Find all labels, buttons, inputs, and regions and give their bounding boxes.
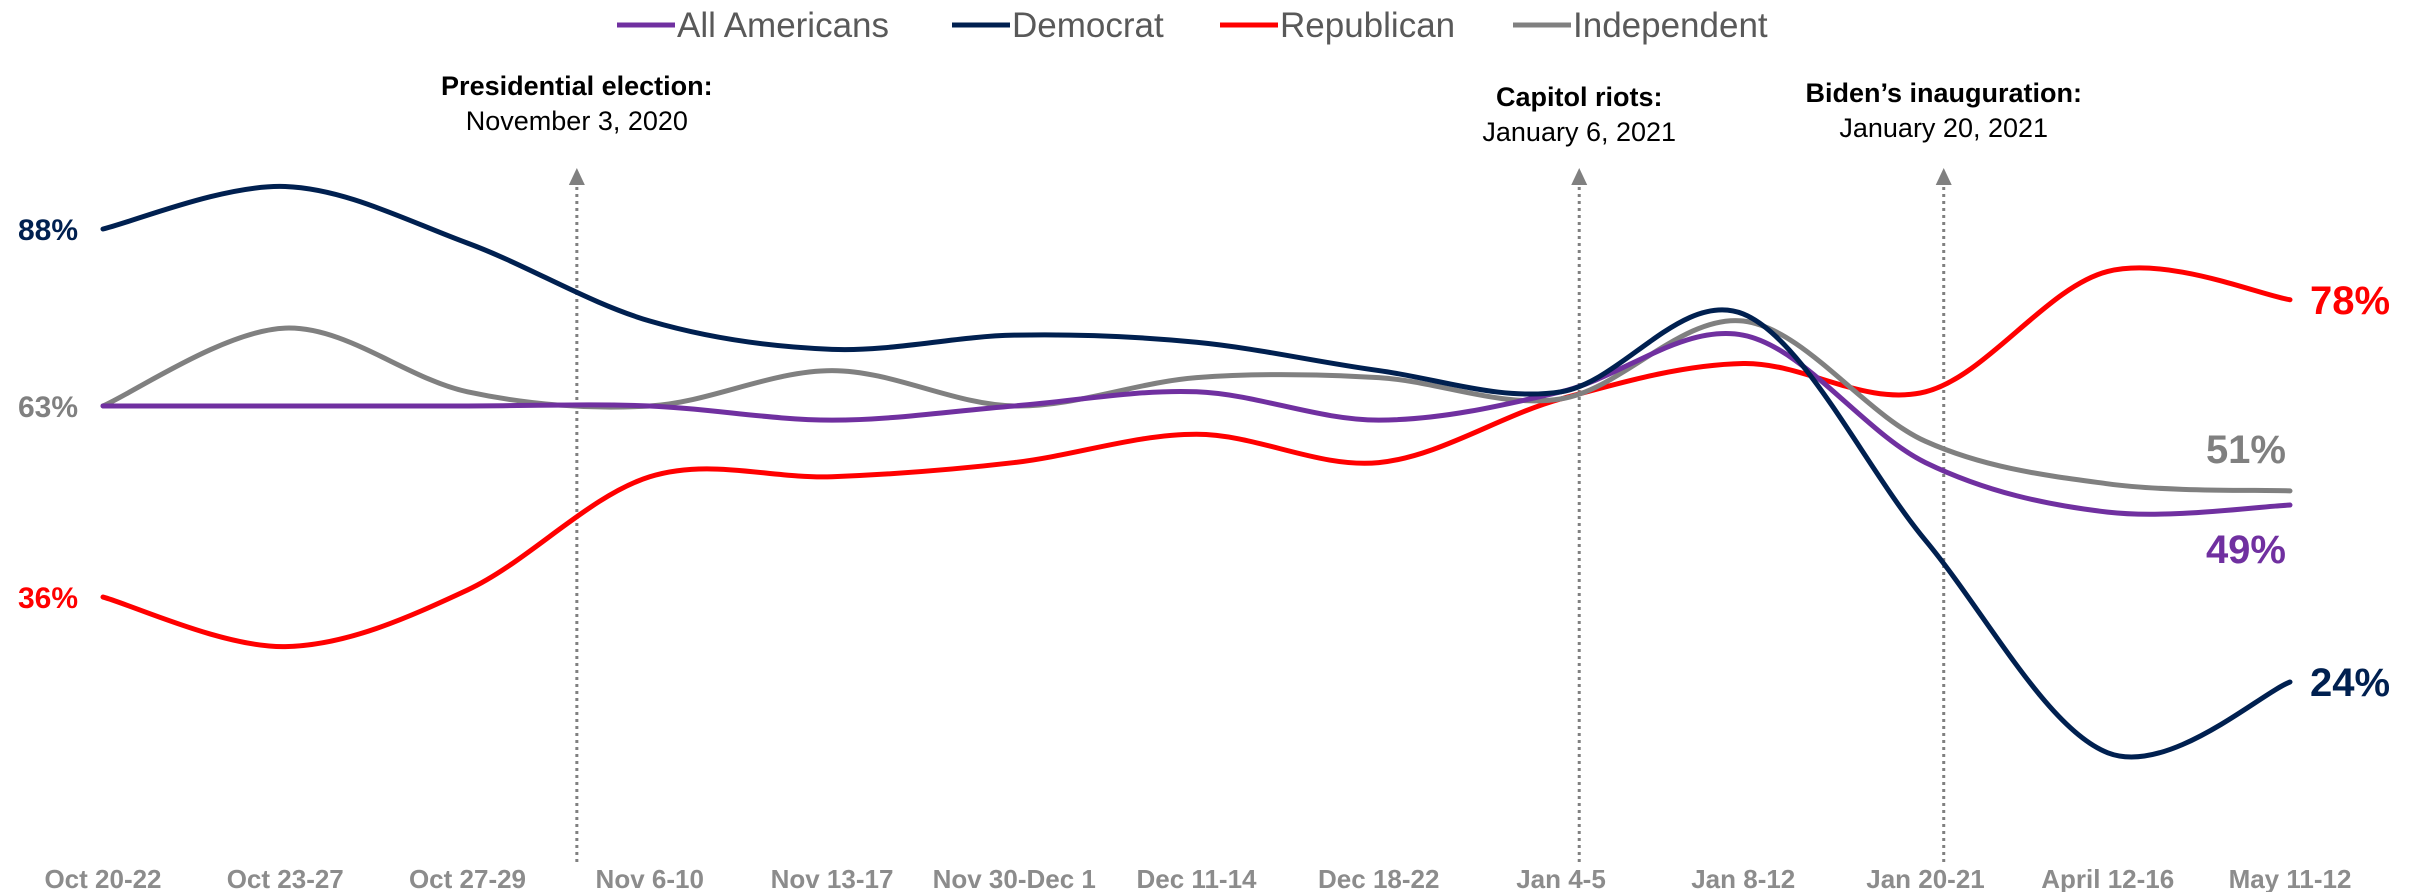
legend: All Americans Democrat Republican Independe… <box>617 6 1768 45</box>
series-line-independent <box>100 318 2293 494</box>
x-tick-label: Dec 18-22 <box>1318 864 1439 892</box>
legend-item-all-americans: All Americans <box>617 6 889 45</box>
legend-label-independent: Independent <box>1573 6 1768 45</box>
end-label-republican: 78% <box>2310 279 2390 323</box>
annotation-1-date: November 3, 2020 <box>466 106 688 136</box>
legend-item-democrat: Democrat <box>952 6 1164 45</box>
x-tick-label: Oct 27-29 <box>409 864 526 892</box>
end-label-all-americans: 49% <box>2206 528 2286 572</box>
annotation-2-date: January 6, 2021 <box>1482 117 1676 147</box>
series-lines <box>100 184 2293 760</box>
end-label-democrat: 24% <box>2310 661 2390 705</box>
annotation-2: Capitol riots: January 6, 2021 <box>1482 82 1676 862</box>
annotations: Presidential election: November 3, 2020 Ca… <box>441 71 2082 862</box>
annotation-1: Presidential election: November 3, 2020 <box>441 71 713 862</box>
x-tick-label: Oct 20-22 <box>44 864 161 892</box>
x-tick-label: Jan 4-5 <box>1516 864 1606 892</box>
annotation-2-arrow-icon <box>1571 168 1588 185</box>
x-tick-label: Jan 20-21 <box>1866 864 1985 892</box>
x-tick-label: Nov 13-17 <box>771 864 894 892</box>
legend-label-all-americans: All Americans <box>677 6 889 45</box>
series-line-all-americans <box>100 331 2293 517</box>
series-line-democrat <box>100 184 2293 760</box>
annotation-3: Biden’s inauguration: January 20, 2021 <box>1805 78 2082 862</box>
x-tick-label: Nov 6-10 <box>596 864 704 892</box>
x-tick-label: April 12-16 <box>2041 864 2174 892</box>
x-tick-label: Nov 30-Dec 1 <box>933 864 1096 892</box>
annotation-1-title: Presidential election: <box>441 71 713 101</box>
series-line-republican <box>100 265 2293 650</box>
x-tick-label: Jan 8-12 <box>1691 864 1795 892</box>
x-tick-label: Dec 11-14 <box>1137 864 1258 892</box>
start-label-democrat: 88% <box>18 214 78 247</box>
end-label-independent: 51% <box>2206 428 2286 472</box>
start-label-independent: 63% <box>18 391 78 424</box>
series-labels: 49% 88% 24% 36% 78% 63% 51% <box>18 214 2390 705</box>
legend-item-independent: Independent <box>1513 6 1768 45</box>
legend-label-republican: Republican <box>1280 6 1455 45</box>
legend-item-republican: Republican <box>1220 6 1455 45</box>
annotation-2-title: Capitol riots: <box>1496 82 1663 112</box>
start-label-republican: 36% <box>18 582 78 615</box>
annotation-1-arrow-icon <box>568 168 585 185</box>
annotation-3-title: Biden’s inauguration: <box>1805 78 2082 108</box>
x-tick-label: May 11-12 <box>2229 864 2352 892</box>
annotation-3-date: January 20, 2021 <box>1839 113 2048 143</box>
legend-label-democrat: Democrat <box>1012 6 1164 45</box>
annotation-3-arrow-icon <box>1935 168 1952 185</box>
x-axis-ticks: Oct 20-22 Oct 23-27 Oct 27-29 Nov 6-10 Nov 1… <box>44 864 2351 892</box>
x-tick-label: Oct 23-27 <box>227 864 344 892</box>
